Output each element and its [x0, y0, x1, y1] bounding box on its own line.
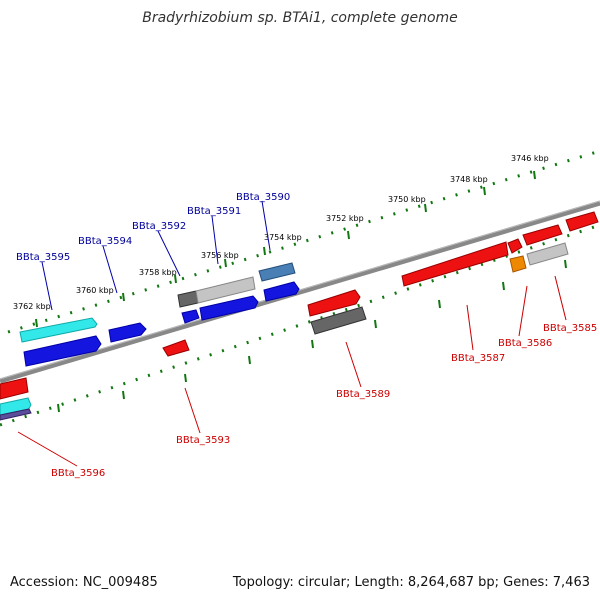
gene-arrow-grey[interactable] [310, 306, 367, 335]
gene-arrow-blue[interactable] [199, 295, 259, 321]
tick-label: 3758 kbp [139, 268, 177, 277]
genome-summary-text: Topology: circular; Length: 8,264,687 bp… [232, 575, 590, 590]
map-title: Bradyrhizobium sp. BTAi1, complete genom… [142, 10, 458, 26]
tick-label: 3756 kbp [201, 251, 239, 260]
gene-arrow-cyan[interactable] [0, 397, 32, 417]
tick-label: 3746 kbp [511, 154, 549, 163]
gene-arrow-steel[interactable] [258, 262, 296, 282]
gene-arrow-red[interactable] [565, 211, 599, 232]
gene-arrow-red[interactable] [307, 289, 361, 317]
tick-label: 3750 kbp [388, 195, 426, 204]
callouts-top [41, 200, 271, 311]
gene-arrow-grey[interactable] [526, 242, 569, 266]
top-strand-genes [19, 262, 300, 367]
gene-labels-bottom: BBta_3596 BBta_3593 BBta_3589 BBta_3587 … [51, 323, 597, 479]
gene-arrow-red[interactable] [0, 377, 29, 400]
tick-label: 3752 kbp [326, 214, 364, 223]
major-ticks-inner [57, 259, 567, 413]
gene-label[interactable]: BBta_3595 [16, 252, 70, 263]
gene-label[interactable]: BBta_3596 [51, 468, 105, 479]
gene-label[interactable]: BBta_3591 [187, 206, 241, 217]
gene-label[interactable]: BBta_3590 [236, 192, 290, 203]
gene-arrow-cyan[interactable] [19, 317, 98, 343]
gene-arrow-blue[interactable] [263, 281, 300, 302]
tick-track-inner [0, 223, 600, 427]
gene-label[interactable]: BBta_3589 [336, 389, 390, 400]
gene-arrow-red[interactable] [507, 238, 523, 254]
gene-label[interactable]: BBta_3593 [176, 435, 230, 446]
gene-arrow-blue[interactable] [23, 335, 102, 367]
gene-arrow-red[interactable] [162, 339, 190, 357]
genome-backbone-highlight [0, 200, 600, 380]
gene-arrow-blue[interactable] [108, 322, 147, 343]
gene-arrow-grey[interactable] [195, 276, 256, 304]
gene-arrow-grey[interactable] [177, 290, 199, 308]
gene-arrow-blue[interactable] [181, 309, 200, 324]
genome-backbone [0, 200, 600, 384]
gene-label[interactable]: BBta_3594 [78, 236, 132, 247]
gene-arrow-purple[interactable] [0, 408, 32, 421]
gene-arrow-red[interactable] [401, 241, 509, 287]
gene-label[interactable]: BBta_3587 [451, 353, 505, 364]
tick-label: 3754 kbp [264, 233, 302, 242]
gene-label[interactable]: BBta_3586 [498, 338, 552, 349]
tick-labels: 3762 kbp 3760 kbp 3758 kbp 3756 kbp 3754… [13, 154, 549, 311]
bottom-strand-genes [0, 211, 599, 421]
gene-arrow-orange[interactable] [509, 255, 527, 273]
tick-label: 3762 kbp [13, 302, 51, 311]
gene-label[interactable]: BBta_3585 [543, 323, 597, 334]
callouts-bottom [17, 275, 567, 467]
gene-label[interactable]: BBta_3592 [132, 221, 186, 232]
tick-label: 3760 kbp [76, 286, 114, 295]
gene-labels-top: BBta_3595 BBta_3594 BBta_3592 BBta_3591 … [16, 192, 290, 263]
major-ticks-outer [35, 170, 536, 328]
gene-arrow-red[interactable] [522, 224, 563, 246]
tick-label: 3748 kbp [450, 175, 488, 184]
accession-text: Accession: NC_009485 [10, 575, 158, 590]
